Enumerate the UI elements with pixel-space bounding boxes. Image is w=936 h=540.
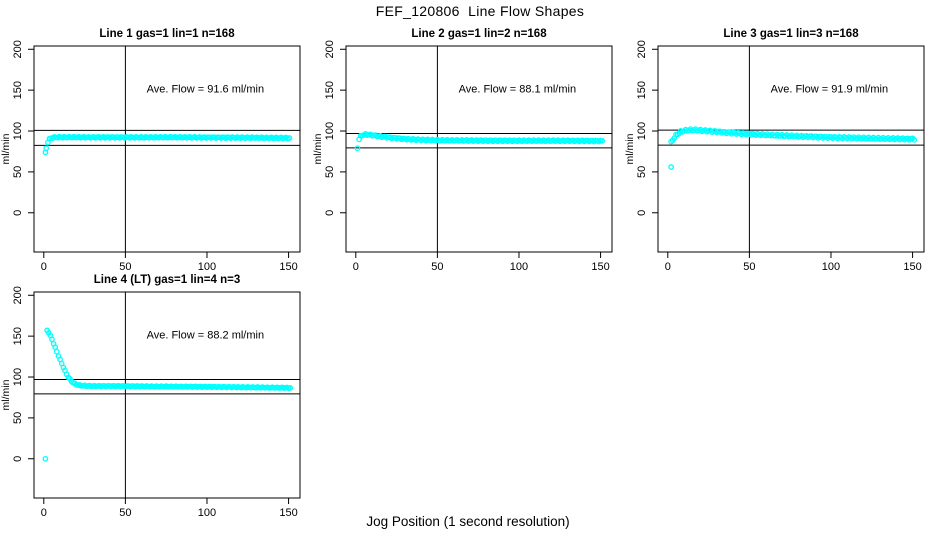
ave-flow-annotation: Ave. Flow = 88.2 ml/min [147, 330, 264, 342]
ave-flow-annotation: Ave. Flow = 91.6 ml/min [147, 84, 264, 96]
flow-point [286, 135, 293, 141]
data-points [668, 126, 918, 170]
axes-box [657, 45, 925, 253]
x-tick-label: 0 [41, 261, 47, 273]
y-tick-label: 50 [12, 166, 24, 178]
x-tick-label: 0 [41, 507, 47, 519]
data-points [42, 133, 293, 156]
y-tick-label: 0 [12, 456, 24, 462]
x-axis-ticks: 0 50 100 150 [41, 252, 298, 273]
panel-1-plot: Line 1 gas=1 lin=1 n=168 0 50 100 150 200 0 50 1… [0, 28, 301, 273]
flow-point [53, 348, 60, 355]
y-tick-label: 0 [636, 210, 648, 216]
reference-lines [34, 46, 300, 252]
x-tick-label: 50 [119, 261, 131, 273]
y-tick-label: 150 [636, 81, 648, 99]
figure-title: FEF_120806 Line Flow Shapes [375, 3, 585, 19]
y-tick-label: 100 [636, 122, 648, 140]
flow-point [599, 137, 606, 144]
data-points [42, 327, 294, 462]
panel-4-plot: Line 4 (LT) gas=1 lin=4 n=30501001502000… [0, 274, 301, 519]
data-points [354, 131, 606, 152]
flow-point [49, 336, 55, 343]
axes-box [33, 45, 301, 253]
axes-box [345, 45, 613, 253]
y-axis-ticks: 0 50 100 150 200 [12, 286, 34, 462]
y-tick-label: 150 [12, 327, 24, 345]
y-axis-label: ml/min [624, 133, 636, 164]
reference-lines [34, 292, 300, 498]
x-tick-label: 100 [822, 261, 840, 273]
y-tick-label: 150 [12, 81, 24, 99]
x-tick-label: 100 [510, 261, 528, 273]
y-tick-label: 50 [324, 166, 336, 178]
figure-x-axis-label: Jog Position (1 second resolution) [366, 514, 570, 529]
x-tick-label: 50 [119, 507, 131, 519]
flow-outlier-point [42, 455, 49, 462]
flow-outlier-point [668, 164, 674, 170]
x-axis-ticks: 0 50 100 150 [665, 252, 922, 273]
panel-line2: Line 2 gas=1 lin=2 n=168 0 50 100 150 200 0 50 1… [312, 24, 620, 276]
y-tick-label: 200 [324, 40, 336, 58]
x-tick-label: 150 [591, 261, 609, 273]
y-tick-label: 150 [324, 81, 336, 99]
ave-flow-annotation: Ave. Flow = 88.1 ml/min [459, 84, 576, 96]
axes-box [33, 291, 301, 499]
y-tick-label: 50 [12, 412, 24, 424]
panel-title: Line 3 gas=1 lin=3 n=168 [723, 28, 859, 40]
x-axis-ticks: 0 50 100 150 [41, 498, 298, 519]
panel-3-plot: Line 3 gas=1 lin=3 n=168 0 50 100 150 200 0 50 1… [624, 28, 925, 273]
y-axis-label: ml/min [0, 133, 12, 164]
x-tick-label: 50 [431, 261, 443, 273]
x-tick-label: 100 [198, 261, 216, 273]
flow-outlier-point [42, 149, 49, 156]
ave-flow-annotation: Ave. Flow = 91.9 ml/min [771, 84, 888, 96]
panel-2-plot: Line 2 gas=1 lin=2 n=168 0 50 100 150 200 0 50 1… [312, 28, 613, 273]
x-tick-label: 0 [665, 261, 671, 273]
panel-title: Line 2 gas=1 lin=2 n=168 [411, 28, 547, 40]
x-tick-label: 50 [743, 261, 755, 273]
panel-line1: Line 1 gas=1 lin=1 n=168 0 50 100 150 200 0 50 1… [0, 24, 308, 276]
y-axis-ticks: 0 50 100 150 200 [636, 40, 658, 216]
reference-lines [658, 46, 924, 252]
y-tick-label: 0 [324, 210, 336, 216]
panel-line3: Line 3 gas=1 lin=3 n=168 0 50 100 150 200 0 50 1… [624, 24, 932, 276]
x-axis-ticks: 0 50 100 150 [353, 252, 610, 273]
x-tick-label: 150 [903, 261, 921, 273]
panel-title: Line 4 (LT) gas=1 lin=4 n=3 [94, 274, 240, 286]
y-tick-label: 100 [12, 368, 24, 386]
flow-outlier-point [354, 145, 361, 152]
panel-title: Line 1 gas=1 lin=1 n=168 [99, 28, 235, 40]
y-tick-label: 200 [12, 286, 24, 304]
y-tick-label: 100 [324, 122, 336, 140]
flow-point [287, 385, 294, 391]
y-axis-label: ml/min [0, 379, 12, 410]
y-tick-label: 100 [12, 122, 24, 140]
y-tick-label: 50 [636, 166, 648, 178]
y-tick-label: 200 [636, 40, 648, 58]
x-tick-label: 150 [279, 507, 297, 519]
reference-lines [346, 46, 612, 252]
panel-line4: Line 4 (LT) gas=1 lin=4 n=3 0 50 100 150 200 0… [0, 270, 308, 522]
y-tick-label: 0 [12, 210, 24, 216]
y-axis-ticks: 0 50 100 150 200 [12, 40, 34, 216]
flow-point [911, 137, 918, 143]
x-tick-label: 100 [198, 507, 216, 519]
x-tick-label: 150 [279, 261, 297, 273]
y-axis-label: ml/min [312, 133, 324, 164]
y-tick-label: 200 [12, 40, 24, 58]
y-axis-ticks: 0 50 100 150 200 [324, 40, 346, 216]
x-tick-label: 0 [353, 261, 359, 273]
